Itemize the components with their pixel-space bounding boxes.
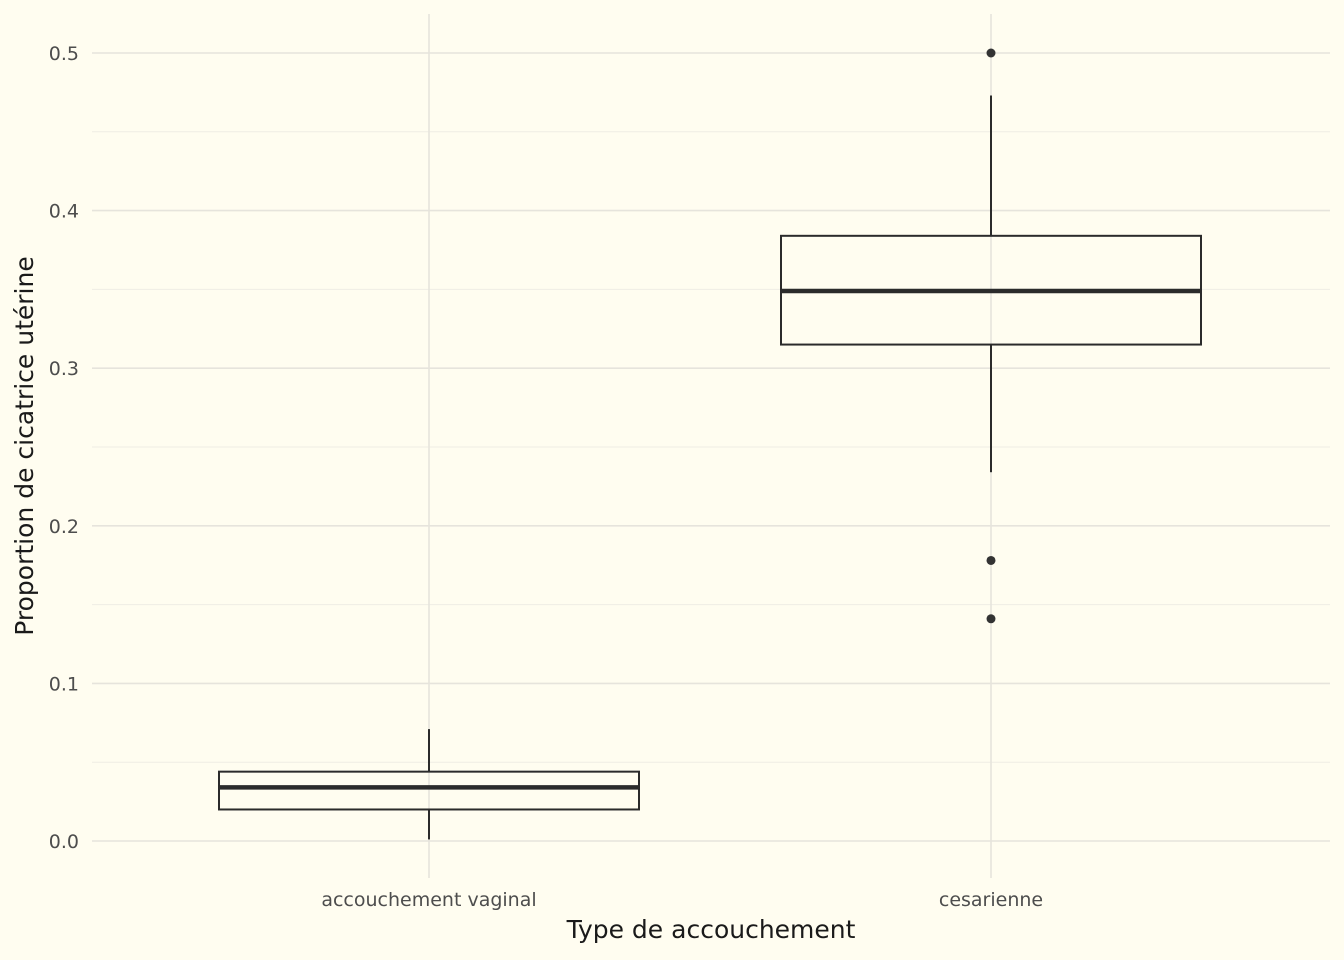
y-axis-title: Proportion de cicatrice utérine — [10, 256, 39, 635]
y-tick-label: 0.5 — [49, 43, 79, 65]
x-tick-label: accouchement vaginal — [321, 889, 536, 911]
x-axis-title: Type de accouchement — [566, 915, 856, 944]
y-tick-label: 0.4 — [49, 201, 79, 223]
y-tick-label: 0.3 — [49, 358, 79, 380]
x-tick-labels: accouchement vaginal cesarienne — [321, 889, 1043, 911]
y-tick-label: 0.2 — [49, 516, 79, 538]
y-tick-label: 0.0 — [49, 831, 79, 853]
box-group — [780, 48, 1202, 624]
y-tick-label: 0.1 — [49, 673, 79, 695]
outlier-point — [986, 614, 996, 624]
box-group — [218, 729, 640, 840]
outlier-point — [986, 48, 996, 58]
boxes — [218, 48, 1202, 840]
y-tick-labels: 0.0 0.1 0.2 0.3 0.4 0.5 — [49, 43, 79, 853]
box-iqr — [218, 770, 640, 811]
outlier-point — [986, 555, 996, 565]
x-tick-label: cesarienne — [939, 889, 1043, 911]
